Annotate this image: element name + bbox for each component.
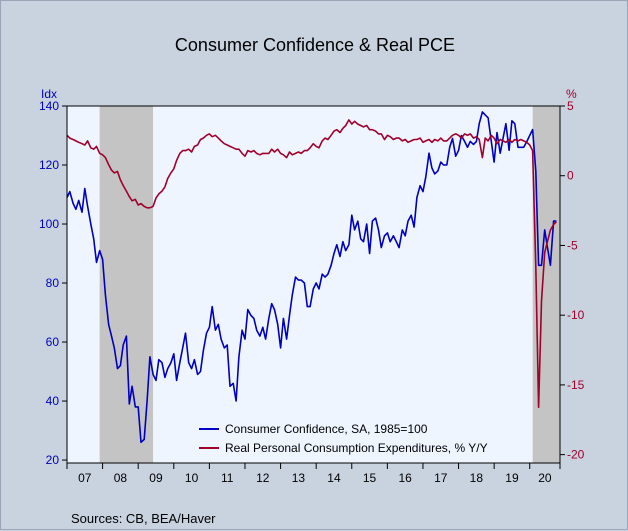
series-line-0 (66, 111, 557, 444)
x-tick-label-09: 09 (149, 471, 163, 485)
x-tick-label-12: 12 (256, 471, 270, 485)
x-tick-label-11: 11 (221, 471, 234, 485)
legend-label-pce: Real Personal Consumption Expenditures, … (225, 441, 488, 455)
recession-band-1 (532, 106, 560, 463)
x-tick-label-17: 17 (434, 471, 448, 485)
right-tick-label--20: -20 (567, 448, 585, 462)
plot-border (66, 105, 561, 464)
x-tick-label-14: 14 (327, 471, 341, 485)
x-tick-label-16: 16 (398, 471, 412, 485)
source-note: Sources: CB, BEA/Haver (71, 511, 216, 526)
left-tick-label-20: 20 (46, 453, 60, 467)
left-tick-label-140: 140 (39, 99, 59, 113)
left-tick-label-40: 40 (46, 394, 60, 408)
recession-band-0 (99, 106, 154, 463)
left-tick-label-100: 100 (39, 217, 59, 231)
series-line-1 (66, 119, 557, 408)
legend: Consumer Confidence, SA, 1985=100 Real P… (199, 422, 488, 455)
left-tick-label-60: 60 (46, 335, 60, 349)
legend-label-confidence: Consumer Confidence, SA, 1985=100 (225, 422, 428, 436)
x-tick-label-15: 15 (363, 471, 377, 485)
axes: 20 40 60 80 100 120 140 5 0 -5 -10 -15 -20 07 08 09 10 11… (39, 99, 585, 485)
left-tick-label-120: 120 (39, 158, 59, 172)
right-tick-label--5: -5 (567, 238, 578, 252)
right-tick-label-0: 0 (567, 169, 574, 183)
right-tick-label--15: -15 (567, 378, 585, 392)
x-tick-label-13: 13 (292, 471, 306, 485)
left-axis-unit: Idx (41, 87, 57, 101)
x-tick-label-18: 18 (470, 471, 484, 485)
left-tick-label-80: 80 (46, 276, 60, 290)
right-tick-label--10: -10 (567, 308, 585, 322)
chart-title: Consumer Confidence & Real PCE (175, 35, 455, 55)
x-tick-label-19: 19 (505, 471, 519, 485)
x-tick-label-10: 10 (185, 471, 199, 485)
right-tick-label-5: 5 (567, 99, 574, 113)
right-axis-unit: % (566, 87, 577, 101)
series-lines (66, 111, 557, 444)
x-tick-label-08: 08 (114, 471, 128, 485)
x-tick-label-20: 20 (538, 471, 552, 485)
x-tick-label-07: 07 (78, 471, 92, 485)
